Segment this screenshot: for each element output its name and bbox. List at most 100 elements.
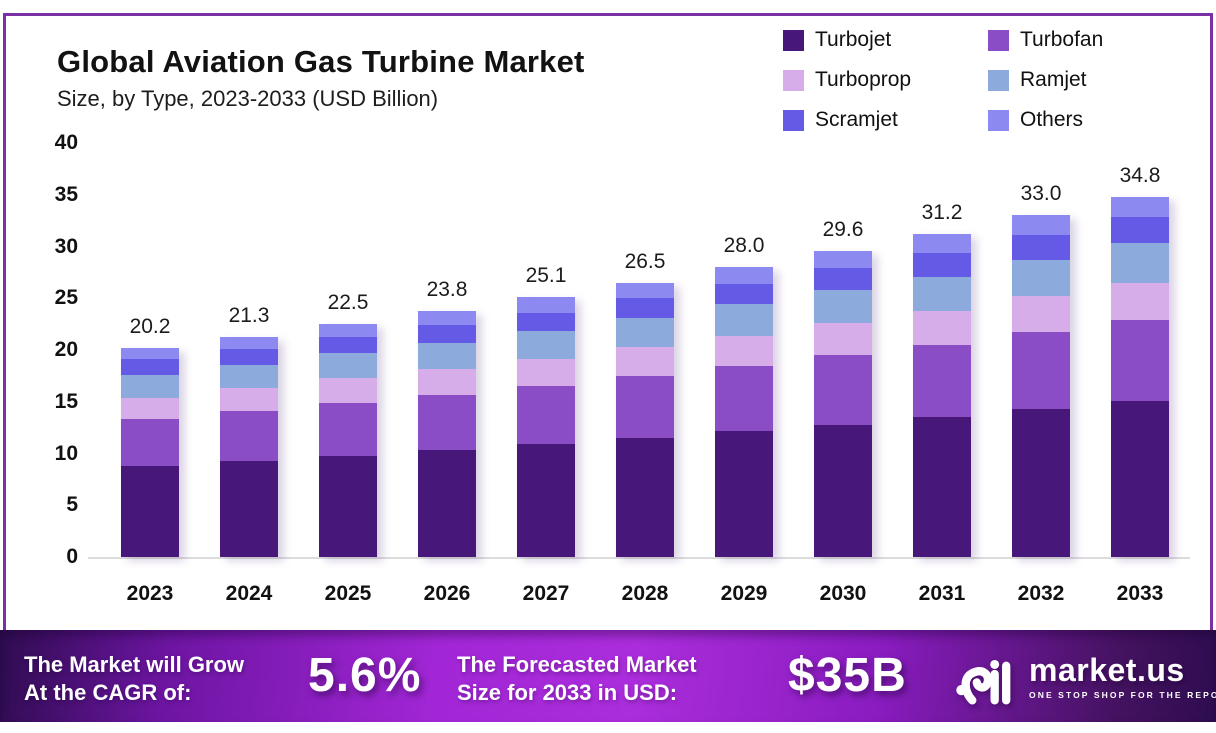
bar-2031 xyxy=(913,234,971,557)
bar-segment-scramjet-2028 xyxy=(616,298,674,318)
bar-total-label-2031: 31.2 xyxy=(921,201,963,225)
bar-2028 xyxy=(616,282,674,557)
x-axis-label-2031: 2031 xyxy=(918,582,966,605)
cagr-value: 5.6% xyxy=(308,649,422,702)
legend: Turbojet Turbofan Turboprop Ramjet Scramjet O… xyxy=(783,28,1158,132)
bar-segment-turbojet-2031 xyxy=(913,417,971,557)
bar-segment-others-2030 xyxy=(814,250,872,269)
bar-segment-ramjet-2026 xyxy=(418,342,476,369)
bar-segment-others-2026 xyxy=(418,310,476,326)
bar-segment-ramjet-2031 xyxy=(913,276,971,311)
x-axis-label-2030: 2030 xyxy=(819,582,867,605)
bar-segment-turbojet-2027 xyxy=(517,444,575,557)
bar-total-label-2028: 26.5 xyxy=(624,249,666,273)
bar-segment-turbofan-2029 xyxy=(715,365,773,431)
page-title: Global Aviation Gas Turbine Market xyxy=(57,44,585,79)
x-axis-label-2029: 2029 xyxy=(720,582,768,605)
bar-segment-turbofan-2030 xyxy=(814,355,872,425)
bar-segment-others-2025 xyxy=(319,324,377,337)
y-axis-tick-5: 5 xyxy=(66,493,78,517)
y-axis-tick-10: 10 xyxy=(54,441,78,465)
bar-segment-scramjet-2027 xyxy=(517,312,575,332)
legend-swatch-turbofan xyxy=(988,29,1009,51)
bar-segment-ramjet-2024 xyxy=(220,364,278,389)
bar-2026 xyxy=(418,310,476,557)
y-axis-tick-15: 15 xyxy=(54,389,78,413)
bar-segment-turbofan-2024 xyxy=(220,411,278,461)
bar-total-label-2024: 21.3 xyxy=(228,303,270,327)
bar-2027 xyxy=(517,297,575,557)
bar-segment-others-2033 xyxy=(1111,196,1169,217)
bar-total-label-2030: 29.6 xyxy=(822,217,864,241)
legend-label: Turboprop xyxy=(815,68,912,91)
bar-segment-scramjet-2023 xyxy=(121,359,179,375)
x-axis-label-2032: 2032 xyxy=(1017,582,1065,605)
bar-segment-turbojet-2028 xyxy=(616,437,674,557)
legend-swatch-turboprop xyxy=(783,69,804,91)
bar-2030 xyxy=(814,250,872,557)
y-axis-tick-40: 40 xyxy=(54,131,78,154)
bar-segment-others-2028 xyxy=(616,282,674,299)
bar-total-label-2029: 28.0 xyxy=(723,234,765,258)
bar-segment-turboprop-2027 xyxy=(517,359,575,387)
logo-name: market.us xyxy=(1029,652,1185,688)
legend-swatch-turbojet xyxy=(783,29,804,51)
bar-total-label-2033: 34.8 xyxy=(1119,163,1161,187)
marketus-logo: market.us ONE STOP SHOP FOR THE REPORTS xyxy=(955,644,1216,708)
legend-item-turbojet: Turbojet xyxy=(783,28,988,52)
legend-swatch-others xyxy=(988,109,1009,131)
bar-segment-turbojet-2024 xyxy=(220,460,278,557)
bar-segment-turbojet-2023 xyxy=(121,465,179,557)
forecast-label: The Forecasted Market Size for 2033 in U… xyxy=(457,651,697,707)
bar-segment-turbofan-2033 xyxy=(1111,319,1169,401)
legend-swatch-scramjet xyxy=(783,109,804,131)
bar-segment-ramjet-2023 xyxy=(121,374,179,398)
bar-segment-turboprop-2033 xyxy=(1111,282,1169,320)
bar-total-label-2023: 20.2 xyxy=(129,314,171,338)
bar-segment-turbofan-2023 xyxy=(121,419,179,466)
bar-segment-scramjet-2029 xyxy=(715,283,773,305)
marketus-logo-icon xyxy=(956,660,1011,705)
cagr-label-line2: At the CAGR of: xyxy=(24,680,192,706)
x-axis-label-2033: 2033 xyxy=(1116,582,1164,605)
forecast-label-line2: Size for 2033 in USD: xyxy=(457,680,678,706)
bar-segment-turbofan-2031 xyxy=(913,344,971,418)
bar-segment-others-2024 xyxy=(220,336,278,349)
legend-item-turbofan: Turbofan xyxy=(988,28,1158,52)
bottom-banner: The Market will Grow At the CAGR of: 5.6… xyxy=(0,630,1216,722)
bar-segment-ramjet-2032 xyxy=(1012,259,1070,297)
forecast-label-line1: The Forecasted Market xyxy=(457,652,697,677)
logo-tagline: ONE STOP SHOP FOR THE REPORTS xyxy=(1029,690,1216,700)
cagr-label: The Market will Grow At the CAGR of: xyxy=(24,651,244,707)
bar-segment-scramjet-2025 xyxy=(319,336,377,354)
bar-segment-others-2031 xyxy=(913,234,971,253)
bar-segment-scramjet-2026 xyxy=(418,325,476,343)
y-axis-tick-35: 35 xyxy=(54,182,78,206)
bar-segment-ramjet-2025 xyxy=(319,353,377,378)
bar-segment-scramjet-2030 xyxy=(814,268,872,290)
x-axis-label-2023: 2023 xyxy=(126,582,174,605)
bar-segment-ramjet-2028 xyxy=(616,317,674,347)
bar-segment-scramjet-2024 xyxy=(220,348,278,365)
bar-segment-turbojet-2033 xyxy=(1111,400,1169,557)
bar-segment-turboprop-2028 xyxy=(616,346,674,376)
bar-segment-others-2029 xyxy=(715,267,773,284)
bar-segment-others-2023 xyxy=(121,347,179,360)
legend-label: Ramjet xyxy=(1020,68,1087,91)
bar-segment-ramjet-2027 xyxy=(517,331,575,360)
legend-label: Turbojet xyxy=(815,28,892,51)
bar-segment-others-2027 xyxy=(517,297,575,313)
bar-segment-ramjet-2029 xyxy=(715,304,773,336)
bar-segment-turboprop-2024 xyxy=(220,388,278,412)
x-axis-label-2025: 2025 xyxy=(324,582,372,605)
bar-segment-turbofan-2025 xyxy=(319,402,377,456)
legend-item-others: Others xyxy=(988,108,1158,132)
bar-segment-turboprop-2023 xyxy=(121,397,179,420)
forecast-value: $35B xyxy=(788,649,907,702)
bar-segment-turboprop-2029 xyxy=(715,335,773,366)
bar-segment-turbojet-2025 xyxy=(319,455,377,557)
bar-segment-turboprop-2032 xyxy=(1012,296,1070,333)
bar-segment-scramjet-2031 xyxy=(913,252,971,277)
bar-2024 xyxy=(220,336,278,557)
bar-2023 xyxy=(121,347,179,557)
